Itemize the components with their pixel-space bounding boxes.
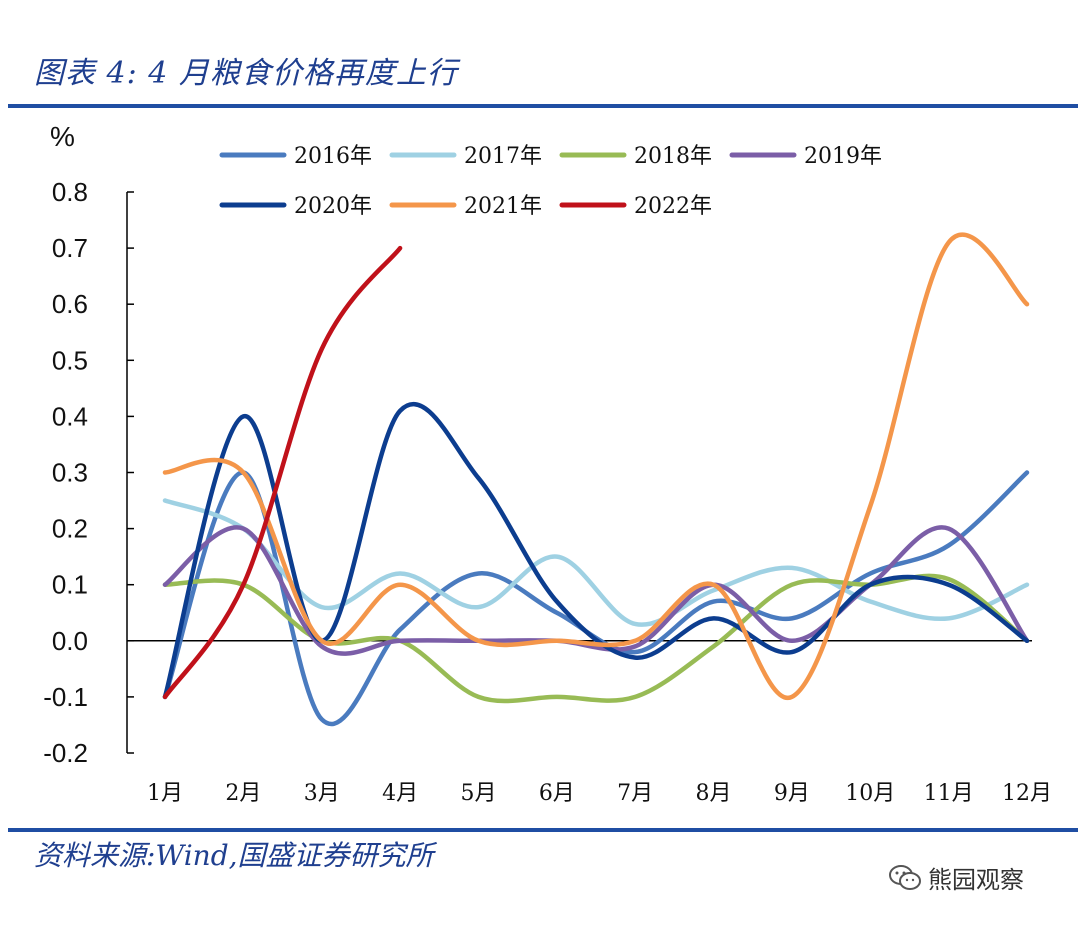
legend-label: 2021年 bbox=[464, 194, 542, 219]
watermark: 熊园观察 bbox=[888, 860, 1024, 895]
series-lines bbox=[162, 232, 1030, 726]
y-tick-label: 0.0 bbox=[52, 626, 88, 656]
watermark-text: 熊园观察 bbox=[928, 866, 1024, 894]
chart-axes bbox=[126, 192, 1032, 753]
y-axis-ticks: 0.8 0.7 0.6 0.5 0.4 0.3 0.2 0.1 0.0 -0.1 -0.2 bbox=[43, 177, 134, 768]
y-axis-unit: % bbox=[50, 121, 75, 152]
y-tick-label: 0.8 bbox=[52, 177, 88, 207]
wechat-icon bbox=[889, 864, 921, 890]
legend: 2016年 2017年 2018年 2019年 2020年 2021年 2022年 bbox=[219, 144, 882, 219]
x-tick-label: 3月 bbox=[304, 781, 340, 806]
legend-label: 2020年 bbox=[294, 194, 372, 219]
legend-label: 2016年 bbox=[294, 144, 372, 169]
legend-label: 2018年 bbox=[634, 144, 712, 169]
series-line-2020 bbox=[162, 401, 1030, 700]
bottom-divider bbox=[8, 828, 1078, 832]
x-tick-label: 10月 bbox=[845, 781, 895, 806]
y-tick-label: 0.6 bbox=[52, 289, 88, 319]
x-tick-label: 6月 bbox=[539, 781, 575, 806]
y-tick-label: -0.2 bbox=[43, 738, 88, 768]
x-tick-label: 11月 bbox=[924, 781, 974, 806]
x-tick-label: 5月 bbox=[460, 781, 496, 806]
y-tick-label: 0.4 bbox=[52, 401, 88, 431]
x-tick-label: 2月 bbox=[225, 781, 261, 806]
legend-label: 2019年 bbox=[804, 144, 882, 169]
series-line-2017 bbox=[162, 498, 1030, 627]
y-tick-label: 0.7 bbox=[52, 233, 88, 263]
series-line-2021 bbox=[162, 232, 1030, 701]
legend-label: 2017年 bbox=[464, 144, 542, 169]
top-divider bbox=[8, 104, 1078, 108]
y-tick-label: -0.1 bbox=[43, 682, 88, 712]
x-tick-label: 9月 bbox=[774, 781, 810, 806]
legend-label: 2022年 bbox=[634, 194, 712, 219]
x-tick-label: 4月 bbox=[382, 781, 418, 806]
x-axis-ticks: 1月 2月 3月 4月 5月 6月 7月 8月 9月 10月 11月 12月 bbox=[147, 781, 1052, 806]
x-tick-label: 7月 bbox=[617, 781, 653, 806]
y-tick-label: 0.3 bbox=[52, 458, 88, 488]
series-line-2016 bbox=[162, 470, 1030, 726]
line-chart: 0.8 0.7 0.6 0.5 0.4 0.3 0.2 0.1 0.0 -0.1 -0.2 1月 2月… bbox=[43, 121, 1052, 806]
x-tick-label: 12月 bbox=[1002, 781, 1052, 806]
y-tick-label: 0.1 bbox=[52, 570, 88, 600]
source-note: 资料来源:Wind,国盛证券研究所 bbox=[34, 839, 434, 872]
y-tick-label: 0.2 bbox=[52, 514, 88, 544]
x-tick-label: 1月 bbox=[147, 781, 183, 806]
chart-title: 图表 4: 4 月粮食价格再度上行 bbox=[34, 56, 458, 91]
y-tick-label: 0.5 bbox=[52, 345, 88, 375]
x-tick-label: 8月 bbox=[696, 781, 732, 806]
series-line-2022 bbox=[162, 245, 403, 700]
